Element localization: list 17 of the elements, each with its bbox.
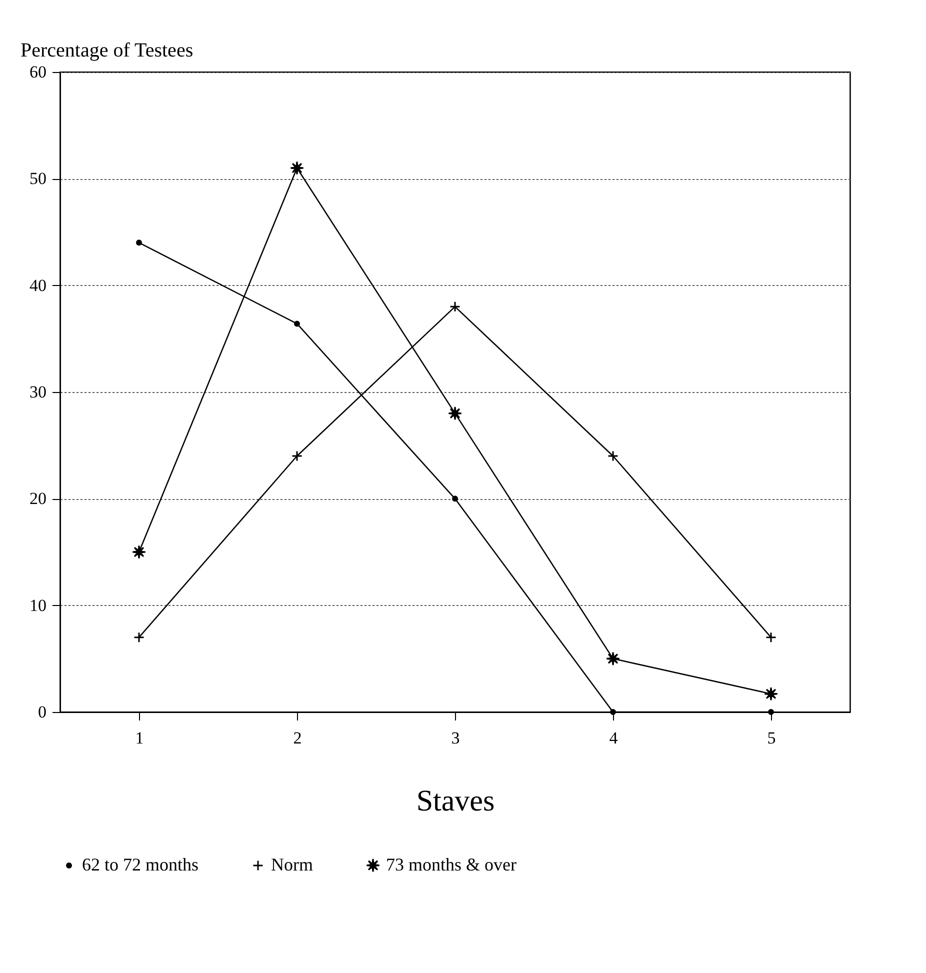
y-tick-label: 20 bbox=[30, 489, 46, 508]
y-tick-label: 10 bbox=[30, 596, 46, 615]
y-tick-label: 60 bbox=[30, 62, 46, 82]
x-tick-label: 4 bbox=[609, 728, 618, 748]
x-tick-label: 5 bbox=[767, 728, 776, 748]
x-axis-title: Staves bbox=[416, 784, 495, 818]
y-tick-label: 0 bbox=[38, 702, 46, 722]
y-tick-label: 30 bbox=[30, 382, 46, 402]
legend-label: 62 to 72 months bbox=[82, 854, 199, 874]
y-tick-label: 40 bbox=[30, 276, 46, 295]
x-tick-label: 1 bbox=[135, 728, 144, 748]
legend-label: Norm bbox=[271, 854, 313, 874]
y-tick-label: 50 bbox=[30, 169, 46, 188]
x-tick-label: 2 bbox=[293, 728, 302, 748]
x-tick-label: 3 bbox=[451, 728, 460, 748]
legend-label: 73 months & over bbox=[386, 854, 516, 874]
y-axis-title: Percentage of Testees bbox=[20, 40, 194, 62]
